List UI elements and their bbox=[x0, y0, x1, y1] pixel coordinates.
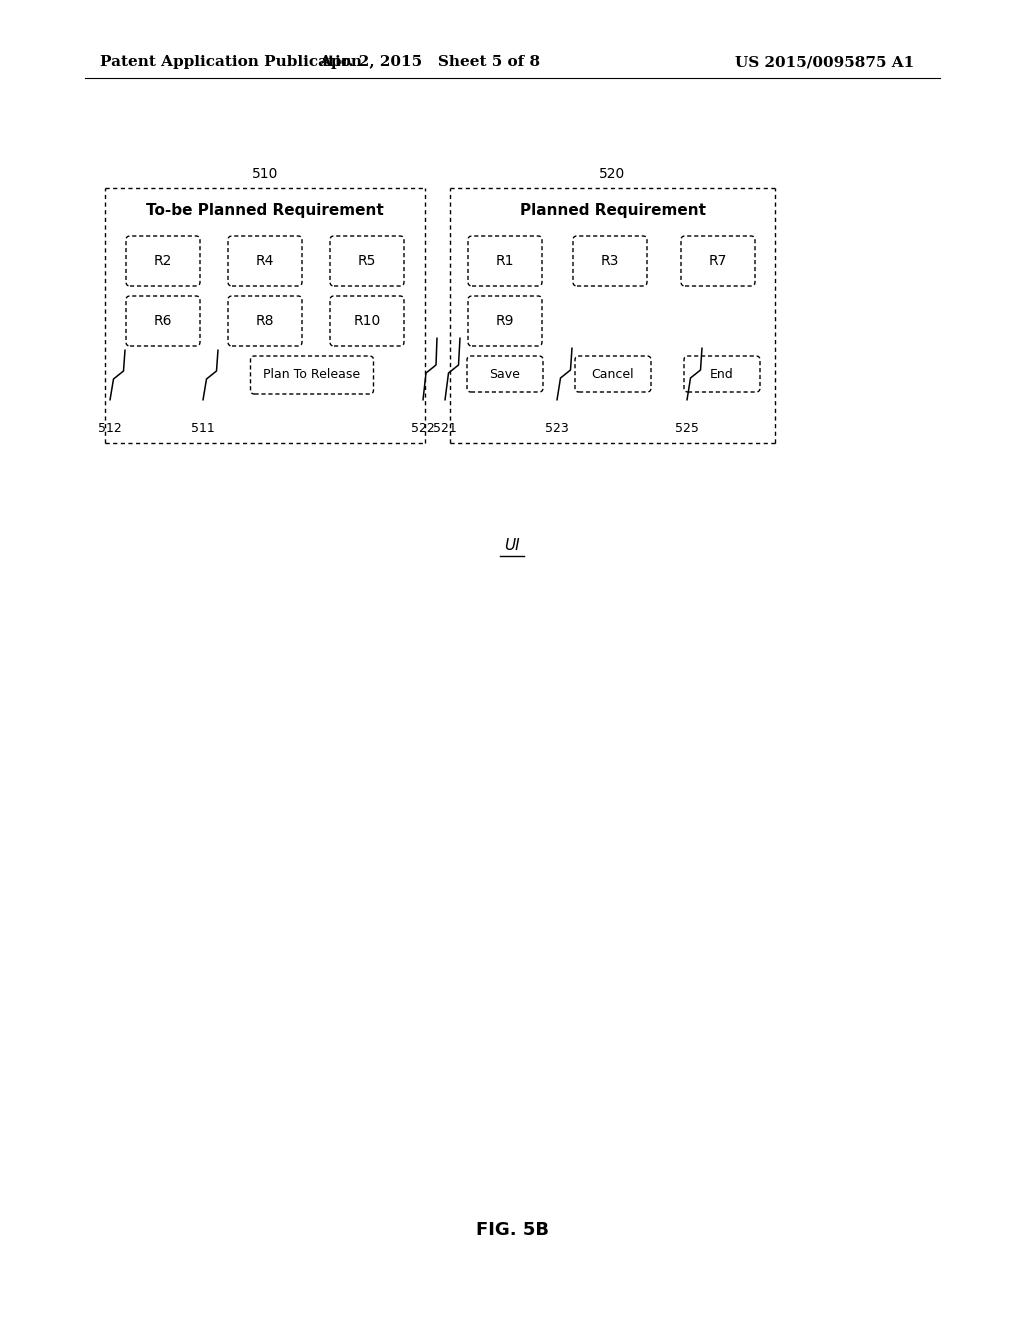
FancyBboxPatch shape bbox=[126, 296, 200, 346]
FancyBboxPatch shape bbox=[468, 236, 542, 286]
FancyBboxPatch shape bbox=[251, 356, 374, 393]
Text: 522: 522 bbox=[411, 422, 435, 436]
Text: 512: 512 bbox=[98, 422, 122, 436]
Text: FIG. 5B: FIG. 5B bbox=[475, 1221, 549, 1239]
Text: R8: R8 bbox=[256, 314, 274, 327]
Text: R4: R4 bbox=[256, 253, 274, 268]
Text: R10: R10 bbox=[353, 314, 381, 327]
Text: Cancel: Cancel bbox=[592, 367, 634, 380]
Text: 511: 511 bbox=[191, 422, 215, 436]
Text: 523: 523 bbox=[545, 422, 569, 436]
Text: R9: R9 bbox=[496, 314, 514, 327]
FancyBboxPatch shape bbox=[126, 236, 200, 286]
Text: 525: 525 bbox=[675, 422, 699, 436]
Text: R3: R3 bbox=[601, 253, 620, 268]
Text: UI: UI bbox=[504, 537, 520, 553]
FancyBboxPatch shape bbox=[467, 356, 543, 392]
Text: Patent Application Publication: Patent Application Publication bbox=[100, 55, 362, 69]
FancyBboxPatch shape bbox=[684, 356, 760, 392]
FancyBboxPatch shape bbox=[575, 356, 651, 392]
Text: Save: Save bbox=[489, 367, 520, 380]
Text: R5: R5 bbox=[357, 253, 376, 268]
Text: Apr. 2, 2015   Sheet 5 of 8: Apr. 2, 2015 Sheet 5 of 8 bbox=[319, 55, 541, 69]
Text: R6: R6 bbox=[154, 314, 172, 327]
FancyBboxPatch shape bbox=[330, 236, 404, 286]
Text: Planned Requirement: Planned Requirement bbox=[519, 202, 706, 218]
FancyBboxPatch shape bbox=[468, 296, 542, 346]
Text: Plan To Release: Plan To Release bbox=[263, 368, 360, 381]
FancyBboxPatch shape bbox=[228, 236, 302, 286]
Text: End: End bbox=[710, 367, 734, 380]
FancyBboxPatch shape bbox=[330, 296, 404, 346]
Text: 521: 521 bbox=[433, 422, 457, 436]
FancyBboxPatch shape bbox=[573, 236, 647, 286]
Text: R1: R1 bbox=[496, 253, 514, 268]
FancyBboxPatch shape bbox=[228, 296, 302, 346]
Text: To-be Planned Requirement: To-be Planned Requirement bbox=[146, 202, 384, 218]
FancyBboxPatch shape bbox=[681, 236, 755, 286]
Text: R7: R7 bbox=[709, 253, 727, 268]
Text: 520: 520 bbox=[599, 168, 626, 181]
Text: US 2015/0095875 A1: US 2015/0095875 A1 bbox=[735, 55, 914, 69]
Text: R2: R2 bbox=[154, 253, 172, 268]
Text: 510: 510 bbox=[252, 168, 279, 181]
